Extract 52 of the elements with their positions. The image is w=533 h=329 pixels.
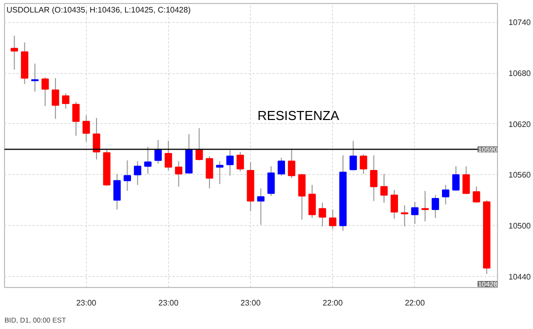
candlestick xyxy=(226,150,234,176)
y-tick-label: 10740 xyxy=(508,18,532,28)
candlestick xyxy=(390,190,398,220)
candlestick xyxy=(216,160,224,185)
candlestick xyxy=(236,151,244,172)
candlestick xyxy=(370,154,378,202)
candlestick xyxy=(442,184,450,205)
candlestick xyxy=(257,188,264,226)
x-tick-label: 22:00 xyxy=(404,298,426,308)
x-tick-label: 23:00 xyxy=(158,298,179,308)
candlestick xyxy=(288,148,296,179)
candlestick xyxy=(278,157,286,176)
candlestick xyxy=(267,166,275,196)
y-tick-label: 10680 xyxy=(508,69,532,78)
candlestick xyxy=(144,146,152,174)
candlestick xyxy=(360,154,368,174)
candlestick xyxy=(52,78,60,120)
candlestick xyxy=(380,173,388,204)
candlestick xyxy=(154,139,162,164)
candlestick xyxy=(62,92,70,110)
candlestick xyxy=(411,201,419,224)
candlestick xyxy=(452,166,460,192)
y-tick-label: 10560 xyxy=(508,170,532,180)
x-tick-label: 22:00 xyxy=(322,298,344,308)
candlestick xyxy=(308,184,316,218)
candlestick xyxy=(196,128,203,161)
candlestick xyxy=(134,160,142,186)
candlestick xyxy=(174,160,182,188)
y-tick-label: 10500 xyxy=(508,222,532,231)
candlestick xyxy=(462,166,470,195)
candlestick xyxy=(113,173,121,210)
candlestick xyxy=(206,156,214,189)
candlestick xyxy=(472,186,480,204)
y-tick-label: 10440 xyxy=(508,272,532,282)
candlestick xyxy=(318,202,326,227)
annotation: RESISTENZA xyxy=(258,108,340,123)
candlestick xyxy=(329,209,336,230)
candlestick xyxy=(82,114,90,142)
candlestick xyxy=(41,76,49,107)
candlestick xyxy=(72,101,80,136)
candlestick xyxy=(421,190,429,222)
candlestick xyxy=(124,160,131,192)
y-tick-label: 10620 xyxy=(508,120,532,129)
candlestick xyxy=(432,194,440,218)
candlestick xyxy=(164,140,172,172)
x-tick-label: 23:00 xyxy=(76,298,97,308)
candlestick xyxy=(185,134,193,174)
candlestick xyxy=(350,140,357,172)
candlestick xyxy=(298,173,306,220)
x-tick-label: 23:00 xyxy=(240,298,262,308)
chart-title: USDOLLAR (O:10435, H:10436, L:10425, C:10428) xyxy=(6,6,191,14)
candlestick xyxy=(10,35,18,70)
